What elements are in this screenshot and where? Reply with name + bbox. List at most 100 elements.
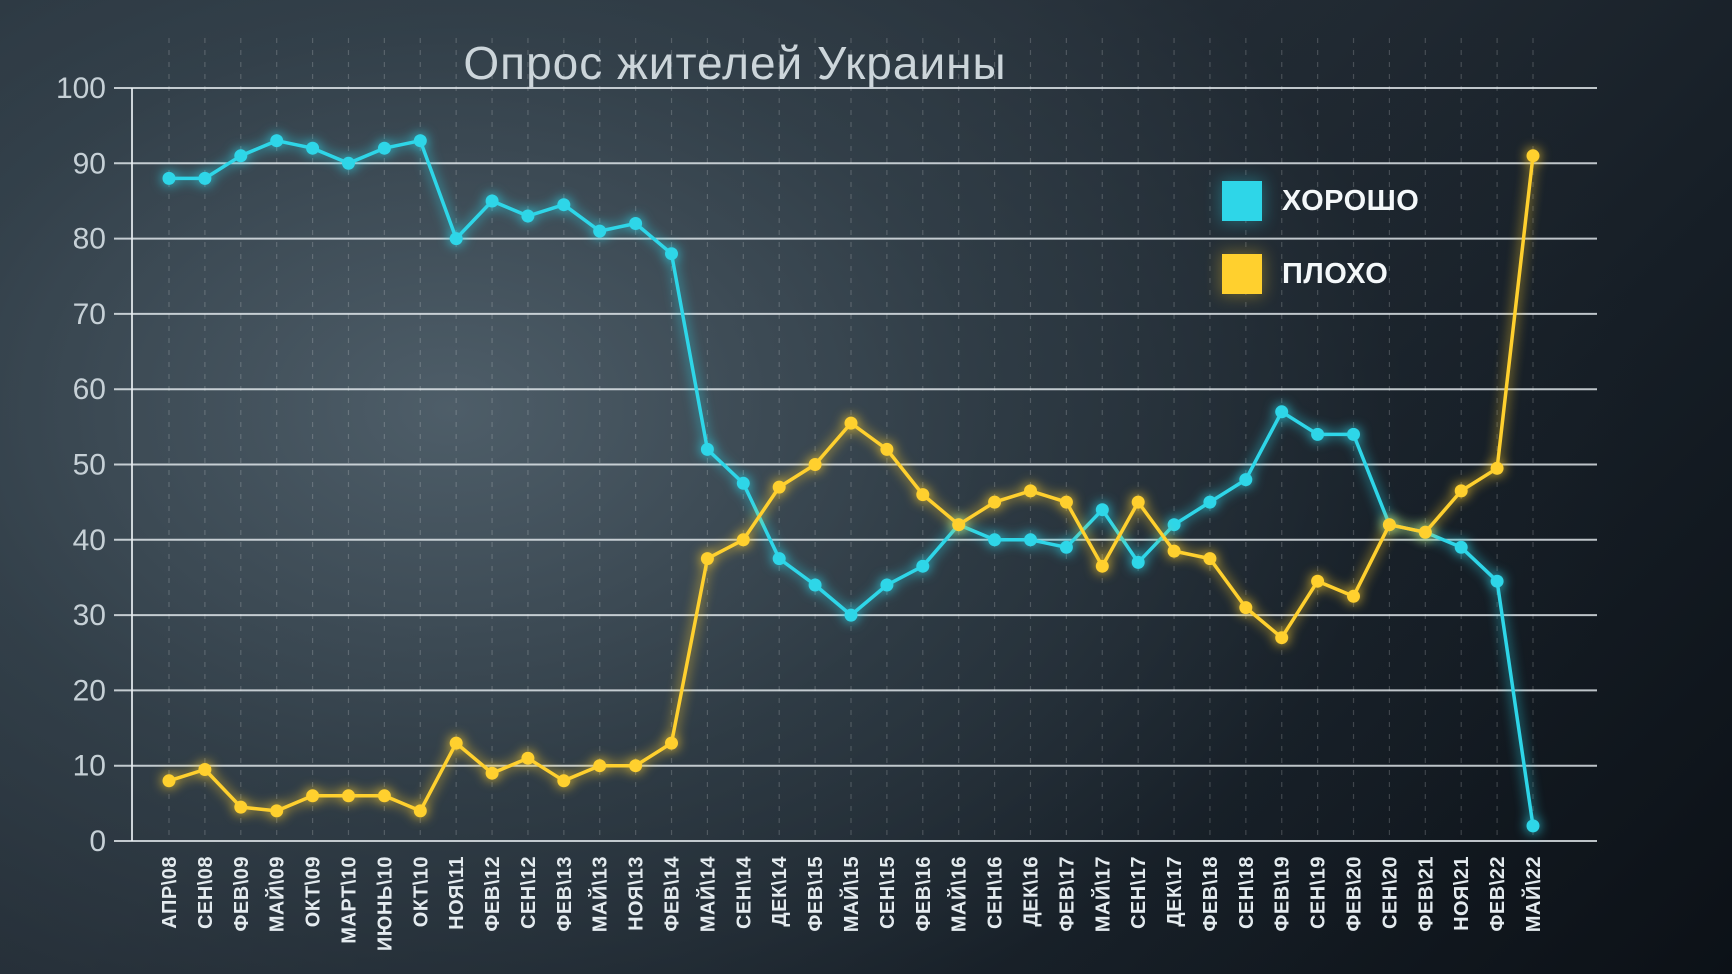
data-point (162, 774, 176, 788)
x-axis-label: ФЕВ\12 (482, 856, 504, 932)
x-axis-label: ФЕВ\21 (1415, 856, 1437, 932)
x-axis-label: МАЙ\22 (1521, 856, 1545, 932)
x-axis-label: СЕН\16 (985, 856, 1007, 929)
data-point (1454, 540, 1468, 554)
x-axis-label: СЕН\15 (877, 856, 899, 929)
legend-swatch-khorosho-icon (1222, 181, 1262, 221)
data-point (521, 209, 535, 223)
data-point (629, 217, 643, 230)
data-point (844, 416, 858, 430)
x-axis-label: ФЕВ\15 (805, 856, 827, 932)
legend-label-khorosho: ХОРОШО (1282, 184, 1420, 217)
data-point (1167, 518, 1181, 532)
legend-item-plokho: ПЛОХО (1222, 254, 1419, 294)
data-point (1203, 495, 1217, 509)
data-point (916, 559, 930, 573)
x-axis-label: ИЮНЬ\10 (374, 856, 396, 951)
y-axis-label: 80 (73, 223, 106, 256)
data-point (665, 247, 678, 261)
data-point (988, 495, 1002, 509)
y-axis-label: 40 (73, 524, 106, 557)
x-axis-label: СЕН\20 (1379, 856, 1401, 929)
data-point (377, 789, 391, 803)
x-axis-label: ОКТ\10 (410, 856, 432, 927)
y-axis-label: 100 (56, 72, 106, 105)
data-point (342, 789, 355, 803)
data-point (306, 141, 320, 155)
x-axis-label: НОЯ\11 (446, 856, 468, 930)
data-point (1275, 631, 1289, 645)
data-point (916, 488, 930, 502)
data-point (1024, 484, 1037, 498)
data-point (234, 800, 248, 814)
data-point (1131, 555, 1145, 569)
data-point (1526, 149, 1540, 163)
y-axis-label: 50 (73, 449, 106, 482)
data-point (449, 736, 463, 750)
x-axis-label: ФЕВ\09 (231, 856, 253, 932)
data-point (1203, 552, 1217, 566)
data-point (1131, 495, 1145, 509)
data-point (844, 608, 858, 622)
data-point (485, 766, 499, 780)
data-point (700, 442, 714, 456)
data-point (198, 171, 212, 185)
data-point (557, 198, 571, 212)
x-axis-label: СЕН\18 (1236, 856, 1258, 929)
data-point (270, 134, 284, 148)
data-point (880, 578, 894, 592)
data-point (1347, 589, 1360, 603)
chart-title: Опрос жителей Украины (463, 37, 1007, 89)
x-axis-label: АПР\08 (159, 856, 181, 929)
y-axis-label: 30 (73, 599, 106, 632)
data-point (1275, 405, 1289, 419)
x-axis-label: ФЕВ\17 (1056, 856, 1078, 932)
data-point (270, 804, 284, 818)
x-axis-label: ФЕВ\19 (1272, 856, 1294, 932)
data-point (1095, 559, 1109, 573)
x-axis-label: СЕН\08 (195, 856, 217, 929)
data-point (772, 480, 786, 494)
y-axis-label: 60 (73, 373, 106, 406)
data-point (1167, 544, 1181, 558)
data-point (521, 751, 535, 765)
data-point (880, 442, 894, 456)
data-point (413, 804, 427, 818)
x-axis-label: ДЕК\17 (1164, 856, 1186, 927)
y-axis-label: 70 (73, 298, 106, 331)
data-point (808, 458, 822, 471)
x-axis-label: НОЯ\13 (626, 856, 648, 931)
data-point (342, 156, 355, 170)
data-point (736, 533, 750, 547)
data-point (736, 476, 750, 490)
data-point (1239, 601, 1253, 615)
y-axis-label: 90 (73, 147, 106, 180)
data-point (162, 171, 176, 185)
x-axis-label: ДЕК\16 (1020, 856, 1042, 927)
x-axis-label: МАЙ\15 (839, 856, 863, 932)
legend-swatch-plokho-icon (1222, 254, 1262, 294)
data-point (700, 552, 714, 566)
x-axis-label: СЕН\14 (733, 856, 755, 929)
data-point (629, 759, 643, 773)
x-axis-label: ДЕК\14 (769, 856, 791, 927)
x-axis-label: МАЙ\09 (265, 856, 289, 932)
x-axis-label: МАЙ\17 (1090, 856, 1114, 932)
x-axis-label: МАЙ\13 (588, 856, 612, 932)
data-point (1418, 525, 1432, 539)
data-point (198, 763, 212, 776)
data-point (665, 736, 678, 750)
x-axis-label: ФЕВ\20 (1344, 856, 1366, 932)
x-axis-label: СЕН\17 (1128, 856, 1150, 929)
data-point (1490, 461, 1504, 475)
x-axis-label: ОКТ\09 (303, 856, 325, 927)
x-axis-label: ФЕВ\18 (1200, 856, 1222, 932)
data-point (377, 141, 391, 155)
data-point (413, 134, 427, 148)
data-point (485, 194, 499, 208)
data-point (988, 533, 1002, 547)
y-axis-label: 10 (73, 750, 106, 783)
data-point (1454, 484, 1468, 498)
